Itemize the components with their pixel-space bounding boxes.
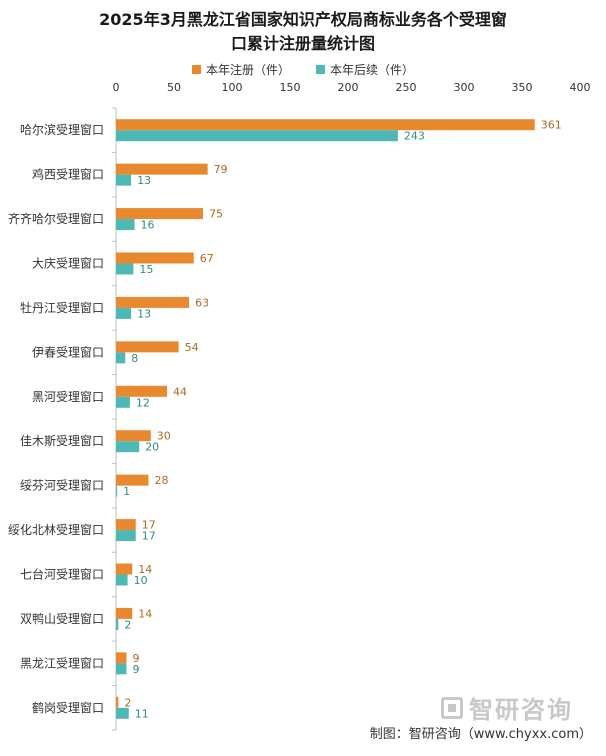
- bar-registration: [116, 296, 190, 308]
- data-label-renewal: 16: [141, 219, 155, 232]
- data-label-renewal: 13: [137, 174, 151, 187]
- x-tick-label: 300: [454, 81, 475, 94]
- watermark: 智研咨询: [441, 690, 573, 725]
- x-tick-label: 150: [280, 81, 301, 94]
- data-label-renewal: 12: [136, 396, 150, 409]
- source-note: 制图：智研咨询（www.chyxx.com）: [369, 727, 592, 742]
- bar-registration: [116, 163, 208, 175]
- bar-registration: [116, 607, 133, 619]
- x-tick-label: 350: [512, 81, 533, 94]
- data-label-registration: 28: [154, 474, 168, 487]
- legend-item-renewal: 本年后续（件）: [316, 61, 414, 78]
- data-label-renewal: 11: [135, 707, 149, 720]
- data-label-renewal: 1: [123, 485, 130, 498]
- x-tick-label: 200: [338, 81, 359, 94]
- bar-registration: [116, 341, 179, 353]
- legend-swatch-registration: [191, 65, 201, 74]
- legend-item-registration: 本年注册（件）: [191, 61, 290, 78]
- data-label-renewal: 20: [145, 441, 159, 454]
- bar-registration: [116, 474, 149, 486]
- bar-registration: [116, 385, 168, 397]
- bar-renewal: [116, 130, 398, 142]
- data-label-registration: 9: [132, 652, 139, 665]
- chart-legend: 本年注册（件） 本年后续（件）: [0, 61, 606, 78]
- data-label-registration: 361: [541, 119, 562, 132]
- data-label-registration: 14: [138, 607, 152, 620]
- data-label-renewal: 2: [124, 618, 131, 631]
- x-tick-label: 100: [222, 81, 243, 94]
- bar-renewal: [116, 618, 119, 630]
- bar-registration: [116, 563, 133, 575]
- category-label: 鹤岗受理窗口: [32, 700, 104, 715]
- bar-registration: [116, 652, 127, 664]
- bar-renewal: [116, 352, 126, 364]
- bar-renewal: [116, 663, 127, 675]
- chart-title-line-1: 2025年3月黑龙江省国家知识产权局商标业务各个受理窗: [99, 10, 507, 29]
- bar-renewal: [116, 530, 136, 542]
- category-label: 鸡西受理窗口: [32, 167, 104, 182]
- bar-renewal: [116, 307, 132, 319]
- bar-renewal: [116, 396, 130, 408]
- legend-swatch-renewal: [316, 65, 325, 74]
- category-label: 牡丹江受理窗口: [20, 300, 104, 315]
- x-tick-label: 50: [167, 81, 181, 94]
- data-label-registration: 14: [138, 563, 152, 576]
- data-label-registration: 67: [200, 252, 214, 265]
- bar-renewal: [116, 219, 135, 231]
- x-tick-label: 250: [396, 81, 417, 94]
- bar-renewal: [116, 707, 129, 719]
- bar-renewal: [116, 485, 118, 497]
- category-label: 绥化北林受理窗口: [8, 523, 104, 537]
- bar-renewal: [116, 263, 134, 275]
- category-label: 哈尔滨受理窗口: [20, 122, 104, 137]
- category-label: 大庆受理窗口: [32, 257, 104, 271]
- category-label: 双鸭山受理窗口: [20, 612, 104, 626]
- data-label-renewal: 8: [131, 352, 138, 365]
- bar-registration: [116, 696, 119, 708]
- category-label: 佳木斯受理窗口: [20, 434, 104, 448]
- bar-renewal: [116, 574, 128, 586]
- chart-title: 2025年3月黑龙江省国家知识产权局商标业务各个受理窗 口累计注册量统计图: [0, 8, 606, 56]
- category-label: 绥芬河受理窗口: [20, 479, 104, 493]
- data-label-registration: 2: [124, 696, 131, 709]
- chart-title-line-2: 口累计注册量统计图: [230, 34, 375, 53]
- x-tick-label: 400: [570, 81, 591, 94]
- data-label-renewal: 9: [132, 663, 139, 676]
- x-tick-label: 0: [113, 81, 120, 94]
- data-label-renewal: 243: [404, 130, 425, 143]
- data-label-registration: 17: [142, 519, 156, 532]
- bar-registration: [116, 430, 151, 442]
- category-label: 齐齐哈尔受理窗口: [8, 211, 104, 226]
- watermark-logo-icon: [441, 696, 463, 719]
- data-label-renewal: 10: [134, 574, 148, 587]
- data-label-registration: 44: [173, 385, 187, 398]
- data-label-registration: 75: [209, 208, 223, 221]
- legend-label-registration: 本年注册（件）: [205, 63, 290, 77]
- category-label: 黑龙江受理窗口: [20, 656, 104, 670]
- category-label: 伊春受理窗口: [32, 345, 104, 359]
- data-label-registration: 79: [214, 163, 228, 176]
- data-label-renewal: 15: [139, 263, 153, 276]
- data-label-renewal: 13: [137, 307, 151, 320]
- data-label-registration: 30: [157, 430, 171, 443]
- data-label-registration: 63: [195, 296, 209, 309]
- bar-registration: [116, 519, 136, 531]
- watermark-text: 智研咨询: [469, 696, 573, 724]
- data-label-renewal: 17: [142, 530, 156, 543]
- bar-renewal: [116, 441, 140, 453]
- bar-registration: [116, 119, 535, 131]
- legend-label-renewal: 本年后续（件）: [330, 63, 415, 77]
- bar-renewal: [116, 174, 132, 186]
- bar-registration: [116, 208, 203, 220]
- data-label-registration: 54: [185, 341, 199, 354]
- bar-registration: [116, 252, 194, 264]
- category-label: 七台河受理窗口: [20, 567, 104, 582]
- category-label: 黑河受理窗口: [32, 390, 104, 404]
